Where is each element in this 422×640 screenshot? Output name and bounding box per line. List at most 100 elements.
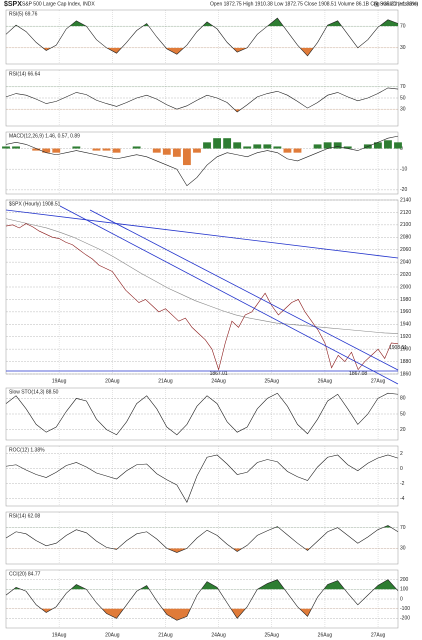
panel-frame <box>5 511 399 565</box>
histogram-bar <box>92 148 101 151</box>
histogram-bar <box>183 148 191 166</box>
histogram-bar <box>193 148 201 153</box>
y-tick-label: -200 <box>400 616 410 622</box>
histogram-bar <box>313 144 322 149</box>
y-tick-label: 2020 <box>400 272 411 278</box>
y-tick-label: 30 <box>400 546 406 552</box>
series-line <box>5 135 399 187</box>
histogram-bar <box>203 142 211 149</box>
y-tick-label: 100 <box>400 587 409 593</box>
series-line <box>5 525 399 553</box>
y-tick-label: 1940 <box>400 322 411 328</box>
x-tick-label: 26Aug <box>318 378 333 384</box>
y-tick-label: -2 <box>400 481 405 487</box>
symbol-name: S&P 500 Large Cap Index, INDX <box>22 1 95 7</box>
x-tick-label: 26Aug <box>318 632 333 638</box>
panel-frame <box>5 131 399 195</box>
histogram-bar <box>102 148 111 151</box>
title-bg <box>7 201 77 207</box>
panel-title: RSI(14) 66.64 <box>9 71 40 77</box>
panel-title: ROC(12) 1.38% <box>9 447 45 453</box>
series-line <box>5 223 399 371</box>
title-bg <box>7 513 77 519</box>
title-bg <box>7 571 77 577</box>
histogram-bar <box>243 146 252 149</box>
y-tick-label: -10 <box>400 167 407 173</box>
histogram-bar <box>233 142 242 149</box>
x-tick-label: 19Aug <box>52 632 67 638</box>
panel: -200 -100 0 100 200 CCI(20) 84.77 <box>5 569 410 629</box>
panel-title: Slow STO(14,3) 88.50 <box>9 389 59 395</box>
x-tick-label: 27Aug <box>371 378 386 384</box>
x-tick-label: 21Aug <box>158 378 173 384</box>
histogram-bar <box>343 146 352 149</box>
x-tick-label: 24Aug <box>211 632 226 638</box>
panel: 30 70 RSI(14) 62.08 <box>5 511 406 565</box>
histogram-bar <box>384 140 392 149</box>
y-tick-label: 30 <box>400 45 406 51</box>
x-tick-label: 24Aug <box>211 378 226 384</box>
panel-title: MACD(12,26,9) 1.46, 0.57, 0.89 <box>9 133 80 139</box>
histogram-bar <box>2 146 10 149</box>
series-line <box>5 17 399 57</box>
y-tick-label: 1960 <box>400 309 411 315</box>
band-fill <box>6 608 398 621</box>
x-tick-label: 25Aug <box>265 378 280 384</box>
histogram-bar <box>42 148 51 153</box>
panel-title: CCI(20) 84.77 <box>9 571 41 577</box>
series-line <box>5 454 399 503</box>
y-tick-label: 2060 <box>400 247 411 253</box>
band-fill <box>6 579 398 590</box>
panel-frame <box>5 9 399 65</box>
x-tick-label: 20Aug <box>105 632 120 638</box>
series-line <box>5 218 399 334</box>
trendlines <box>5 205 399 385</box>
histogram-bar <box>162 148 171 155</box>
panel-title: RSI(5) 69.76 <box>9 11 38 17</box>
trendline <box>5 209 399 259</box>
band-fill <box>6 47 398 56</box>
title-bg <box>7 133 77 139</box>
annotation: 1867.08 <box>349 371 367 377</box>
panel-title: $SPX (Hourly) 1908.51 <box>9 201 61 207</box>
histogram-bar <box>213 138 221 149</box>
y-tick-label: 1980 <box>400 297 411 303</box>
histogram-bar <box>172 148 181 157</box>
histogram-bar <box>12 146 20 149</box>
panel-title: RSI(14) 62.08 <box>9 513 40 519</box>
y-tick-label: 50 <box>400 411 406 417</box>
y-tick-label: 20 <box>400 427 406 433</box>
histogram-bar <box>32 148 41 151</box>
title-bg <box>7 389 77 395</box>
x-tick-label: 21Aug <box>158 632 173 638</box>
histogram-bar <box>72 146 81 149</box>
y-tick-label: 70 <box>400 525 406 531</box>
panel: 20 50 80 Slow STO(14,3) 88.50 <box>5 387 406 441</box>
series-line <box>5 392 399 436</box>
annotation: 1908.51 <box>389 345 407 351</box>
histogram-bar <box>132 146 141 149</box>
histogram-bar <box>333 142 342 149</box>
y-tick-label: 2040 <box>400 259 411 265</box>
histogram-bar <box>283 148 292 153</box>
histogram-bar <box>223 138 232 149</box>
y-tick-label: 1880 <box>400 359 411 365</box>
histogram-bar <box>263 144 272 149</box>
symbol: $SPX <box>4 1 22 8</box>
histogram-bar <box>112 148 121 153</box>
y-tick-label: -100 <box>400 606 410 612</box>
y-tick-label: 2100 <box>400 222 411 228</box>
panel: 1860 1880 1900 1920 1940 1960 1980 2000 2020 2040… <box>5 197 411 377</box>
histogram-bar <box>52 148 61 153</box>
title-bg <box>7 11 77 17</box>
histogram-bar <box>253 144 262 149</box>
y-tick-label: 70 <box>400 24 406 30</box>
band-fill <box>6 18 398 27</box>
x-tick-label: 27Aug <box>371 632 386 638</box>
title-bg <box>7 447 77 453</box>
y-tick-label: 2000 <box>400 284 411 290</box>
panel: 30 70 RSI(5) 69.76 <box>5 9 406 65</box>
y-tick-label: 2080 <box>400 235 411 241</box>
